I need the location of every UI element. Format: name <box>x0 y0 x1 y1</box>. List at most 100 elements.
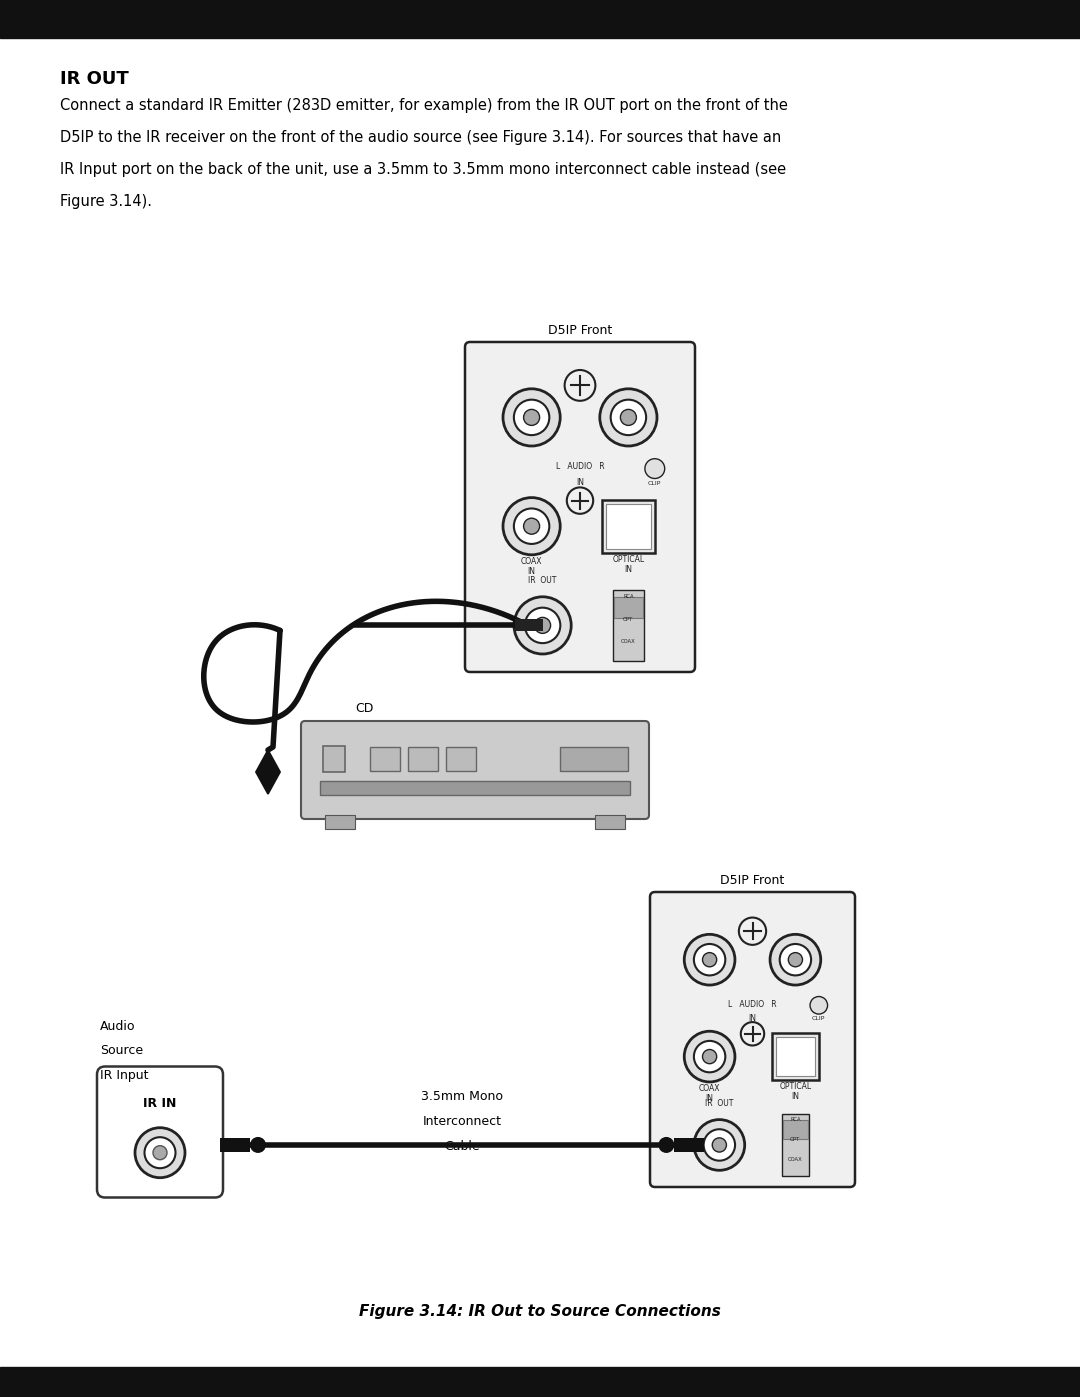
Circle shape <box>599 388 657 446</box>
Circle shape <box>693 1041 726 1073</box>
Text: CLIP: CLIP <box>648 481 661 486</box>
Circle shape <box>739 918 766 944</box>
Circle shape <box>503 388 561 446</box>
Bar <box>595 814 625 828</box>
FancyBboxPatch shape <box>97 1066 222 1197</box>
Circle shape <box>514 509 550 543</box>
Text: IN: IN <box>528 567 536 576</box>
Text: D5IP Front: D5IP Front <box>548 324 612 337</box>
Text: IR Input: IR Input <box>100 1070 149 1083</box>
Text: CLIP: CLIP <box>812 1016 825 1021</box>
Circle shape <box>659 1137 674 1153</box>
Circle shape <box>153 1146 167 1160</box>
Text: IN: IN <box>624 564 633 574</box>
Circle shape <box>524 409 540 426</box>
Circle shape <box>503 497 561 555</box>
Circle shape <box>514 597 571 654</box>
Circle shape <box>702 953 717 967</box>
Bar <box>782 1113 809 1176</box>
Text: IN: IN <box>748 1014 756 1023</box>
Circle shape <box>249 1137 266 1153</box>
Bar <box>325 814 355 828</box>
Text: COAX: COAX <box>521 557 542 566</box>
Text: D5IP Front: D5IP Front <box>720 875 785 887</box>
Text: L   AUDIO   R: L AUDIO R <box>556 462 605 471</box>
Text: CD: CD <box>355 703 374 715</box>
Circle shape <box>693 944 726 975</box>
Circle shape <box>645 458 664 479</box>
Bar <box>615 598 643 619</box>
Text: RCA: RCA <box>791 1116 800 1122</box>
Text: IR Input port on the back of the unit, use a 3.5mm to 3.5mm mono interconnect ca: IR Input port on the back of the unit, u… <box>60 162 786 177</box>
Bar <box>370 747 400 771</box>
Text: RCA: RCA <box>623 594 634 599</box>
Text: L   AUDIO   R: L AUDIO R <box>728 1000 777 1009</box>
Text: COAX: COAX <box>788 1158 802 1162</box>
Bar <box>0 1368 1080 1397</box>
Circle shape <box>620 409 636 426</box>
Text: 08905153B: 08905153B <box>55 1377 119 1387</box>
Circle shape <box>685 935 735 985</box>
Circle shape <box>135 1127 185 1178</box>
Circle shape <box>704 1129 735 1161</box>
Text: OPTICAL: OPTICAL <box>780 1083 811 1091</box>
Circle shape <box>524 518 540 534</box>
Text: IR  OUT: IR OUT <box>528 576 557 585</box>
Text: OPTICAL: OPTICAL <box>612 555 645 563</box>
Circle shape <box>788 953 802 967</box>
Text: OPT: OPT <box>791 1137 800 1143</box>
Circle shape <box>567 488 593 514</box>
Text: Connect a standard IR Emitter (283D emitter, for example) from the IR OUT port o: Connect a standard IR Emitter (283D emit… <box>60 98 788 113</box>
Circle shape <box>565 370 595 401</box>
Bar <box>772 1034 819 1080</box>
Text: Audio: Audio <box>100 1020 135 1032</box>
Text: 3.5mm Mono: 3.5mm Mono <box>421 1090 503 1104</box>
Bar <box>561 747 627 771</box>
Text: Figure 3.14).: Figure 3.14). <box>60 194 152 210</box>
Bar <box>514 619 542 631</box>
Text: IR  OUT: IR OUT <box>705 1098 733 1108</box>
Text: Source: Source <box>100 1045 144 1058</box>
Bar <box>606 504 651 549</box>
Circle shape <box>702 1049 717 1063</box>
Text: IN: IN <box>576 478 584 488</box>
Bar <box>0 0 1080 38</box>
Bar <box>446 747 476 771</box>
Bar <box>220 1139 249 1153</box>
Text: IN: IN <box>705 1094 714 1104</box>
Bar <box>602 500 654 553</box>
Circle shape <box>685 1031 735 1081</box>
Text: - 25 -: - 25 - <box>996 1377 1025 1387</box>
Text: D5IP to the IR receiver on the front of the audio source (see Figure 3.14). For : D5IP to the IR receiver on the front of … <box>60 130 781 145</box>
Text: Interconnect: Interconnect <box>422 1115 502 1127</box>
Bar <box>783 1120 808 1139</box>
Circle shape <box>145 1137 175 1168</box>
Text: Figure 3.14: IR Out to Source Connections: Figure 3.14: IR Out to Source Connection… <box>359 1303 721 1319</box>
FancyBboxPatch shape <box>650 893 855 1187</box>
Bar <box>613 590 644 661</box>
Circle shape <box>712 1137 727 1153</box>
Circle shape <box>525 608 561 643</box>
Circle shape <box>535 617 551 633</box>
Circle shape <box>810 996 827 1014</box>
Circle shape <box>610 400 646 434</box>
Bar <box>777 1037 814 1076</box>
Bar <box>323 746 345 773</box>
Bar <box>674 1139 704 1153</box>
FancyBboxPatch shape <box>301 721 649 819</box>
Circle shape <box>741 1023 765 1045</box>
Circle shape <box>694 1119 745 1171</box>
Text: Cable: Cable <box>444 1140 480 1153</box>
Text: COAX: COAX <box>699 1084 720 1092</box>
Circle shape <box>780 944 811 975</box>
Circle shape <box>514 400 550 434</box>
Text: IR OUT: IR OUT <box>60 70 129 88</box>
FancyBboxPatch shape <box>465 342 696 672</box>
Bar <box>320 781 630 795</box>
Text: IN: IN <box>792 1092 799 1101</box>
Text: OPT: OPT <box>623 617 634 622</box>
Polygon shape <box>256 750 280 793</box>
Text: COAX: COAX <box>621 640 636 644</box>
Circle shape <box>770 935 821 985</box>
Bar <box>408 747 438 771</box>
